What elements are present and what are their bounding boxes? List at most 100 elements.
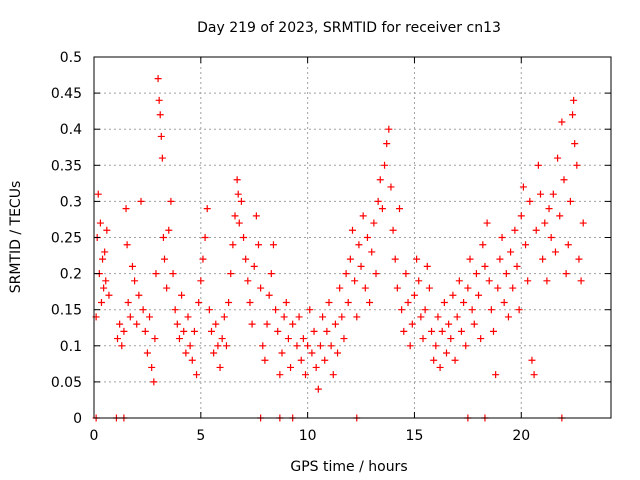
data-point <box>577 277 585 285</box>
data-point <box>157 132 165 140</box>
data-point <box>560 176 568 184</box>
data-point <box>502 270 510 278</box>
chart-title: Day 219 of 2023, SRMTID for receiver cn1… <box>197 20 501 36</box>
x-tick-label: 15 <box>406 428 424 444</box>
data-point <box>312 363 320 371</box>
data-point <box>421 306 429 314</box>
x-axis-ticks: 0 5 10 15 20 <box>90 57 530 444</box>
data-point <box>509 284 517 292</box>
data-point <box>212 320 220 328</box>
data-point <box>120 327 128 335</box>
data-point <box>240 234 248 241</box>
data-point <box>222 342 230 350</box>
data-point <box>269 241 277 249</box>
data-point <box>357 262 365 270</box>
data-point <box>280 313 288 321</box>
data-point <box>210 349 218 357</box>
data-point <box>316 342 324 350</box>
data-point <box>199 255 207 263</box>
data-point <box>571 140 579 148</box>
data-points <box>92 75 587 422</box>
data-point <box>485 277 493 285</box>
data-point <box>218 335 226 343</box>
data-point <box>143 349 151 357</box>
data-point <box>261 356 269 364</box>
data-point <box>532 226 540 234</box>
data-point <box>171 306 179 314</box>
y-axis-ticks: 0 0.05 0.1 0.15 0.2 0.25 0.3 0.35 0.4 0.45 0.5 <box>51 50 611 427</box>
data-point <box>385 125 393 133</box>
x-tick-label: 20 <box>512 428 530 444</box>
data-point <box>556 212 564 220</box>
data-point <box>156 111 164 119</box>
data-point <box>165 226 173 234</box>
data-point <box>257 284 265 292</box>
data-point <box>250 262 258 270</box>
data-point <box>336 284 344 292</box>
y-tick-label: 0.3 <box>60 194 82 210</box>
x-axis-label: GPS time / hours <box>290 459 407 475</box>
data-point <box>131 277 139 285</box>
data-point <box>186 342 194 350</box>
data-point <box>468 306 476 314</box>
data-point <box>267 270 275 278</box>
data-point <box>163 284 171 292</box>
data-point <box>425 284 433 292</box>
data-point <box>417 313 425 321</box>
data-point <box>494 284 502 292</box>
data-point <box>528 356 536 364</box>
data-point <box>460 298 468 306</box>
data-point <box>566 197 574 205</box>
data-point <box>99 255 107 263</box>
data-point <box>150 378 158 386</box>
data-point <box>182 349 190 357</box>
data-point <box>100 284 108 292</box>
data-point <box>282 298 290 306</box>
data-point <box>154 75 162 83</box>
data-point <box>203 205 211 213</box>
y-tick-label: 0.35 <box>51 158 82 174</box>
y-tick-label: 0 <box>73 411 82 427</box>
data-point <box>359 212 367 220</box>
data-point <box>248 320 256 328</box>
data-point <box>173 320 181 328</box>
data-point <box>438 327 446 335</box>
data-point <box>323 327 331 335</box>
data-point <box>569 111 577 119</box>
data-point <box>547 234 555 241</box>
data-point <box>141 327 149 335</box>
data-point <box>462 342 470 350</box>
data-point <box>137 197 145 205</box>
data-point <box>396 205 403 213</box>
data-point <box>124 298 132 306</box>
data-point <box>366 298 374 306</box>
data-point <box>504 313 512 321</box>
data-point <box>464 284 472 292</box>
grid-lines <box>94 57 611 418</box>
data-point <box>101 248 109 256</box>
data-point <box>436 363 444 371</box>
data-point <box>449 291 457 299</box>
data-point <box>169 270 177 278</box>
data-point <box>306 306 314 314</box>
data-point <box>299 335 307 343</box>
data-point <box>340 335 348 343</box>
data-point <box>214 342 222 350</box>
data-point <box>344 298 352 306</box>
data-point <box>102 277 110 285</box>
data-point <box>151 335 159 343</box>
data-point <box>167 197 175 205</box>
data-point <box>175 335 183 343</box>
data-point <box>522 241 530 249</box>
data-point <box>363 234 371 241</box>
data-point <box>123 241 131 249</box>
data-point <box>276 371 284 379</box>
data-point <box>475 291 483 299</box>
data-point <box>524 277 532 285</box>
data-point <box>96 219 104 227</box>
data-point <box>349 226 356 234</box>
data-point <box>361 284 369 292</box>
data-point <box>259 342 267 350</box>
data-point <box>161 255 168 263</box>
